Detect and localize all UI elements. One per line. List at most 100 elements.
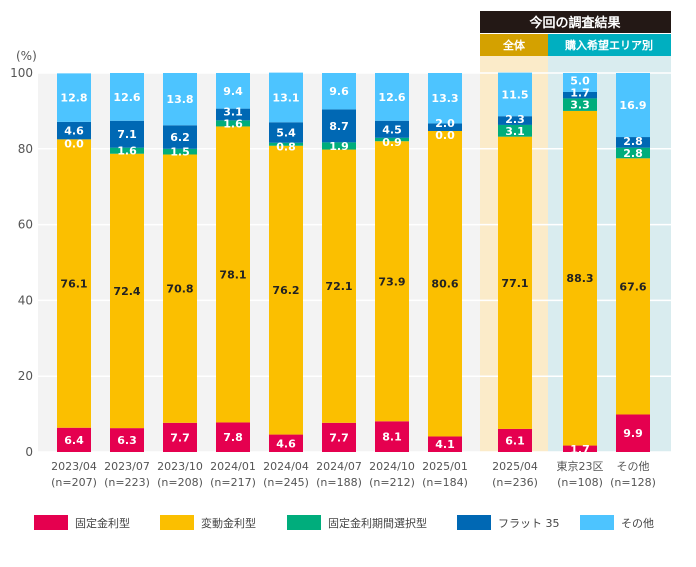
header-title: 今回の調査結果: [528, 15, 620, 31]
data-label: 67.6: [619, 280, 646, 293]
data-label: 4.5: [382, 123, 402, 136]
header-area: 購入希望エリア別: [564, 38, 653, 52]
x-tick-label: 2023/04: [51, 460, 97, 473]
bar-segment: [269, 122, 303, 143]
bar-segment: [563, 110, 597, 446]
x-tick-sample-size: (n=245): [263, 476, 309, 489]
data-label: 76.1: [60, 278, 87, 291]
bar-segment: [269, 434, 303, 452]
data-label: 72.4: [113, 285, 140, 298]
bar-segment: [498, 136, 532, 429]
bar-segment: [163, 148, 197, 155]
bar-segment: [269, 145, 303, 435]
bar-segment: [57, 121, 91, 140]
data-label: 6.4: [64, 434, 84, 447]
data-label: 88.3: [566, 272, 593, 285]
x-tick-sample-size: (n=207): [51, 476, 97, 489]
data-label: 12.8: [60, 92, 87, 105]
data-label: 1.6: [117, 145, 137, 158]
x-tick-label: 2025/04: [492, 460, 538, 473]
bar-segment: [57, 139, 91, 428]
bar-segment: [563, 91, 597, 99]
legend-swatch: [34, 515, 68, 530]
data-label: 0.0: [64, 137, 84, 150]
legend-swatch: [160, 515, 194, 530]
data-label: 12.6: [113, 91, 140, 104]
y-tick-label: 40: [18, 293, 33, 307]
bar-segment: [563, 445, 597, 452]
data-label: 8.7: [329, 120, 349, 133]
y-tick-label: 100: [10, 66, 33, 80]
legend-swatch: [287, 515, 321, 530]
legend-swatch: [580, 515, 614, 530]
header-all: 全体: [502, 38, 526, 52]
data-label: 13.1: [272, 91, 299, 104]
data-label: 8.1: [382, 431, 402, 444]
data-label: 7.7: [329, 431, 349, 444]
data-label: 2.8: [623, 147, 643, 160]
bar-segment: [163, 125, 197, 149]
data-label: 6.1: [505, 434, 525, 447]
data-label: 1.6: [223, 117, 243, 130]
y-tick-label: 20: [18, 369, 33, 383]
data-label: 3.1: [223, 105, 243, 118]
x-tick-sample-size: (n=212): [369, 476, 415, 489]
bar-segment: [216, 108, 250, 121]
bar-segment: [163, 154, 197, 423]
data-label: 1.9: [329, 140, 349, 153]
legend-swatch: [457, 515, 491, 530]
data-label: 11.5: [501, 88, 528, 101]
bar-segment: [563, 73, 597, 92]
data-label: 2.3: [505, 113, 525, 126]
bar-segment: [616, 73, 650, 138]
bar-segment: [616, 414, 650, 452]
bar-segment: [616, 137, 650, 148]
data-label: 77.1: [501, 277, 528, 290]
bar-segment: [428, 130, 462, 437]
bar-segment: [163, 422, 197, 452]
bar-segment: [498, 428, 532, 452]
data-label: 9.9: [623, 427, 643, 440]
x-tick-label: 2024/07: [316, 460, 362, 473]
bar-segment: [110, 153, 144, 429]
bar-segment: [110, 73, 144, 121]
data-label: 5.4: [276, 127, 296, 140]
bar-segment: [375, 137, 409, 142]
bar-segment: [375, 120, 409, 138]
bar-segment: [428, 123, 462, 131]
data-label: 13.3: [431, 92, 458, 105]
data-label: 1.7: [570, 443, 590, 456]
x-tick-sample-size: (n=236): [492, 476, 538, 489]
bar-segment: [110, 120, 144, 148]
bar-segment: [322, 422, 356, 452]
x-tick-sample-size: (n=128): [610, 476, 656, 489]
header-title-box: [480, 11, 671, 33]
data-label: 4.6: [64, 125, 84, 138]
y-tick-label: 0: [25, 445, 33, 459]
bar-segment: [498, 72, 532, 117]
bar-segment: [322, 109, 356, 143]
bar-segment: [563, 98, 597, 111]
x-tick-sample-size: (n=184): [422, 476, 468, 489]
data-label: 3.3: [570, 99, 590, 112]
bar-segment: [110, 428, 144, 452]
bar-segment: [428, 73, 462, 124]
data-label: 70.8: [166, 283, 193, 296]
bar-segment: [322, 73, 356, 110]
data-label: 76.2: [272, 284, 299, 297]
bar-segment: [269, 142, 303, 146]
data-label: 78.1: [219, 268, 246, 281]
legend-label: 変動金利型: [201, 516, 256, 530]
data-label: 0.0: [435, 129, 455, 142]
data-label: 12.6: [378, 91, 405, 104]
y-tick-label: 80: [18, 142, 33, 156]
data-label: 3.1: [505, 125, 525, 138]
bar-segment: [163, 73, 197, 126]
data-label: 0.9: [382, 136, 402, 149]
data-label: 2.0: [435, 117, 455, 130]
data-label: 16.9: [619, 99, 646, 112]
x-tick-sample-size: (n=217): [210, 476, 256, 489]
bar-segment: [375, 421, 409, 452]
bar-segment: [375, 73, 409, 121]
bar-segment: [216, 73, 250, 109]
